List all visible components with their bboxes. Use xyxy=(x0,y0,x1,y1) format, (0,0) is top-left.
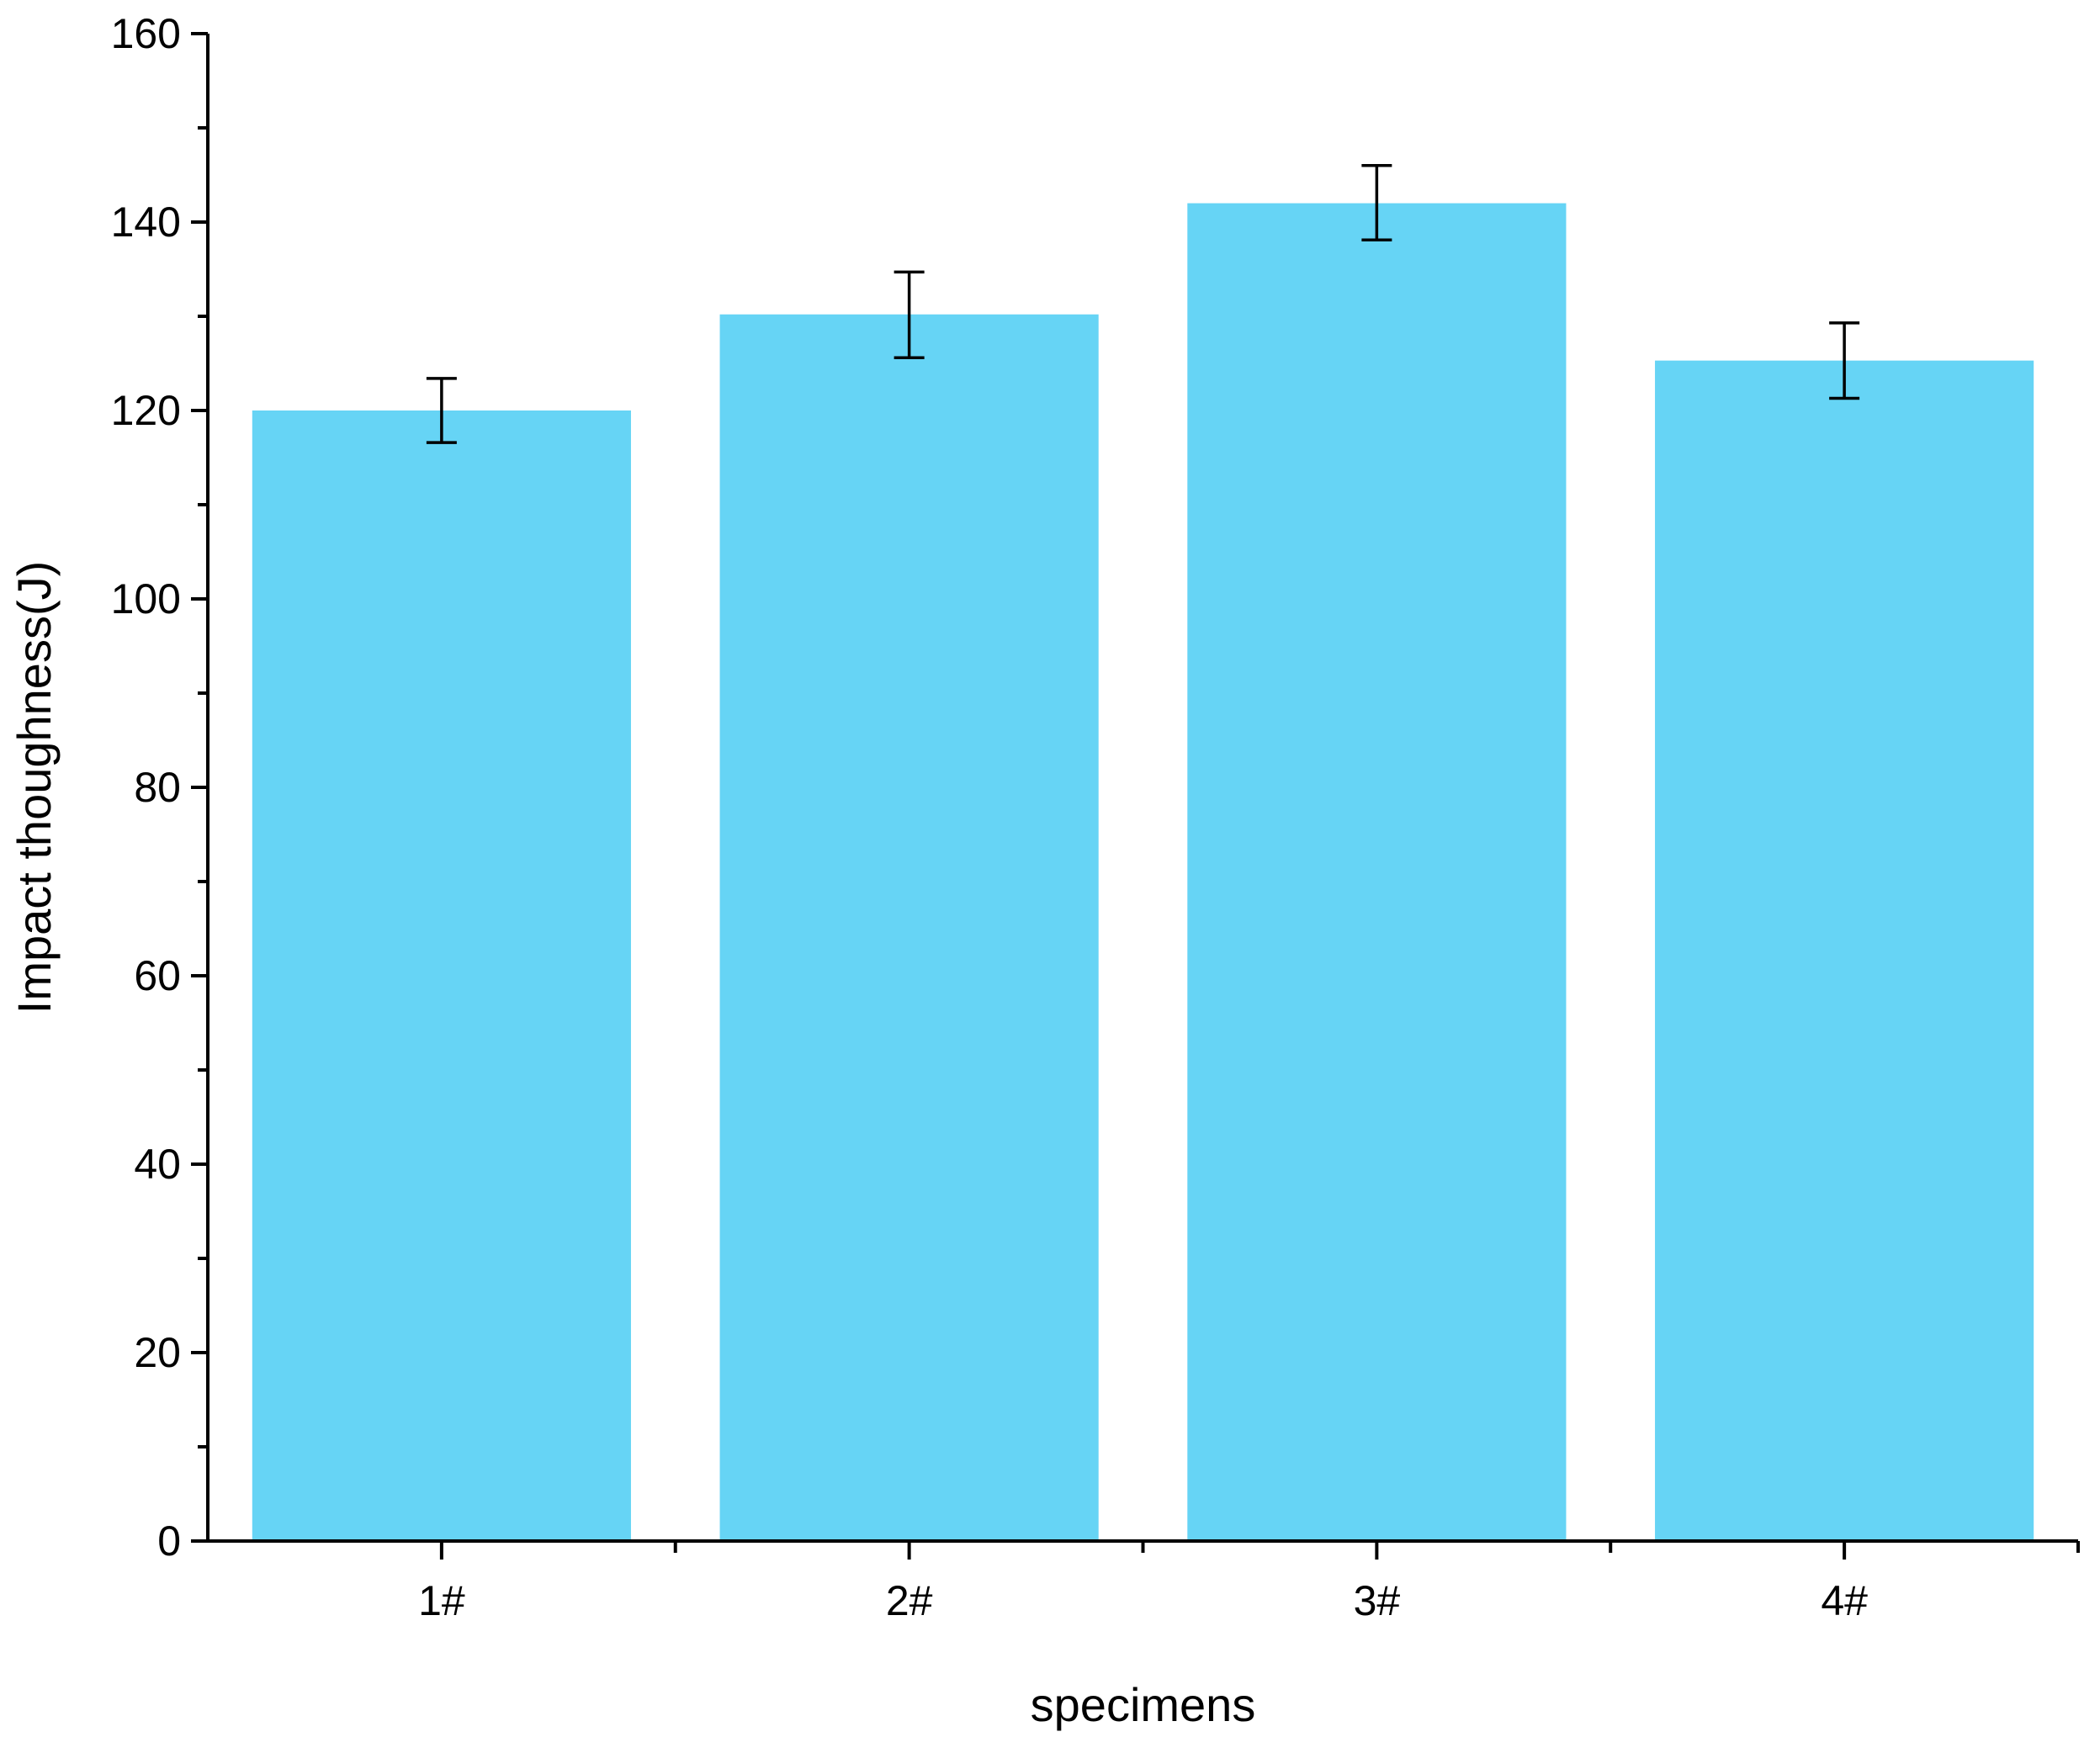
x-tick-label: 2# xyxy=(886,1577,933,1624)
y-tick-label: 140 xyxy=(111,199,181,246)
y-tick-label: 40 xyxy=(134,1141,181,1188)
bar-1 xyxy=(252,410,631,1541)
x-tick-label: 4# xyxy=(1821,1577,1868,1624)
x-axis-title: specimens xyxy=(1031,1678,1256,1731)
y-tick-label: 120 xyxy=(111,387,181,434)
x-tick-label: 3# xyxy=(1354,1577,1401,1624)
bars-group xyxy=(252,203,2034,1542)
y-tick-label: 60 xyxy=(134,952,181,999)
y-tick-label: 160 xyxy=(111,10,181,57)
y-tick-label: 80 xyxy=(134,764,181,811)
y-tick-label: 100 xyxy=(111,575,181,622)
y-axis-title: Impact thoughness(J) xyxy=(8,561,61,1014)
y-tick-label: 0 xyxy=(157,1517,181,1565)
y-tick-label: 20 xyxy=(134,1329,181,1376)
x-tick-label: 1# xyxy=(418,1577,465,1624)
bar-2 xyxy=(719,314,1099,1541)
bar-4 xyxy=(1655,360,2034,1541)
error-bars-group xyxy=(426,164,1860,444)
ticks-group: 0 20 40 60 80 100 120 140 160 1# 2# 3# 4# xyxy=(111,10,2080,1624)
bar-3 xyxy=(1187,203,1567,1542)
